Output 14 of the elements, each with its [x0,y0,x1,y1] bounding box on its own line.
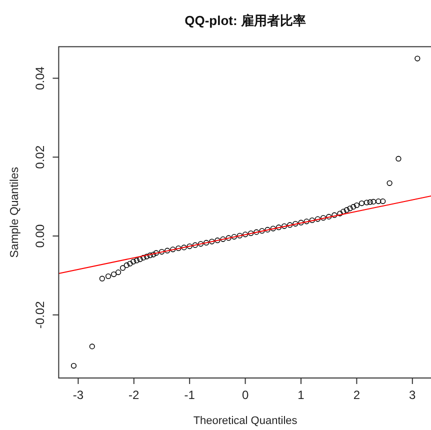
x-axis-title: Theoretical Quantiles [193,415,298,427]
y-tick-label: -0.02 [33,300,47,329]
x-tick-label: 3 [409,388,416,402]
x-tick-label: 0 [242,388,249,402]
x-tick-label: -3 [72,388,84,402]
chart-title: QQ-plot: 雇用者比率 [184,13,306,28]
y-tick-label: 0.02 [33,145,47,169]
y-tick-label: 0.00 [33,224,47,248]
x-tick-label: 2 [353,388,360,402]
x-tick-label: -2 [128,388,140,402]
y-tick-label: 0.04 [33,66,47,90]
x-tick-label: 1 [298,388,305,402]
y-axis-title: Sample Quantiles [9,166,21,258]
x-tick-label: -1 [184,388,196,402]
